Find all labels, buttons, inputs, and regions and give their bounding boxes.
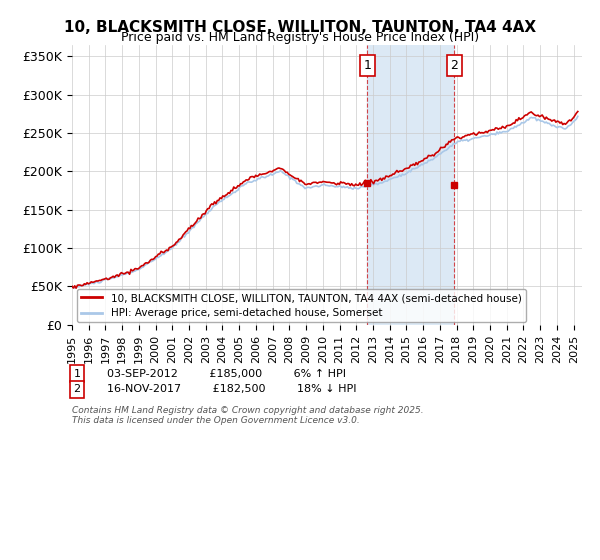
Text: 03-SEP-2012         £185,000         6% ↑ HPI: 03-SEP-2012 £185,000 6% ↑ HPI xyxy=(100,369,346,379)
Text: 2: 2 xyxy=(74,384,80,394)
Text: 10, BLACKSMITH CLOSE, WILLITON, TAUNTON, TA4 4AX: 10, BLACKSMITH CLOSE, WILLITON, TAUNTON,… xyxy=(64,20,536,35)
Text: 1: 1 xyxy=(364,59,371,72)
Bar xyxy=(367,45,454,325)
Text: 1: 1 xyxy=(74,369,80,379)
Text: 16-NOV-2017         £182,500         18% ↓ HPI: 16-NOV-2017 £182,500 18% ↓ HPI xyxy=(100,384,356,394)
Text: Contains HM Land Registry data © Crown copyright and database right 2025.
This d: Contains HM Land Registry data © Crown c… xyxy=(72,406,424,426)
Legend: 10, BLACKSMITH CLOSE, WILLITON, TAUNTON, TA4 4AX (semi-detached house), HPI: Ave: 10, BLACKSMITH CLOSE, WILLITON, TAUNTON,… xyxy=(77,289,526,323)
Text: 2: 2 xyxy=(451,59,458,72)
Text: Price paid vs. HM Land Registry's House Price Index (HPI): Price paid vs. HM Land Registry's House … xyxy=(121,31,479,44)
